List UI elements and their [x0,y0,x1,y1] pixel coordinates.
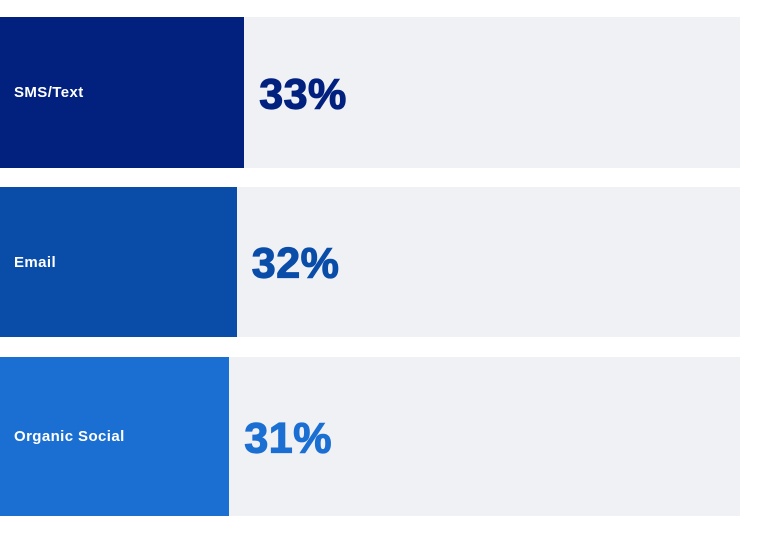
bar: SMS/Text [0,17,245,168]
value-label: 31% [244,413,332,462]
bar-row-email: Email 32% [0,187,740,337]
category-label: SMS/Text [14,84,84,101]
bar: Organic Social [0,357,230,516]
value-label: 33% [259,69,347,118]
category-label: Email [14,253,57,271]
bar-row-sms-text: SMS/Text 33% [0,17,740,168]
category-label: Organic Social [14,428,125,445]
bar: Email [0,187,237,337]
bar-row-organic-social: Organic Social 31% [0,357,740,516]
value-label: 32% [251,239,340,288]
